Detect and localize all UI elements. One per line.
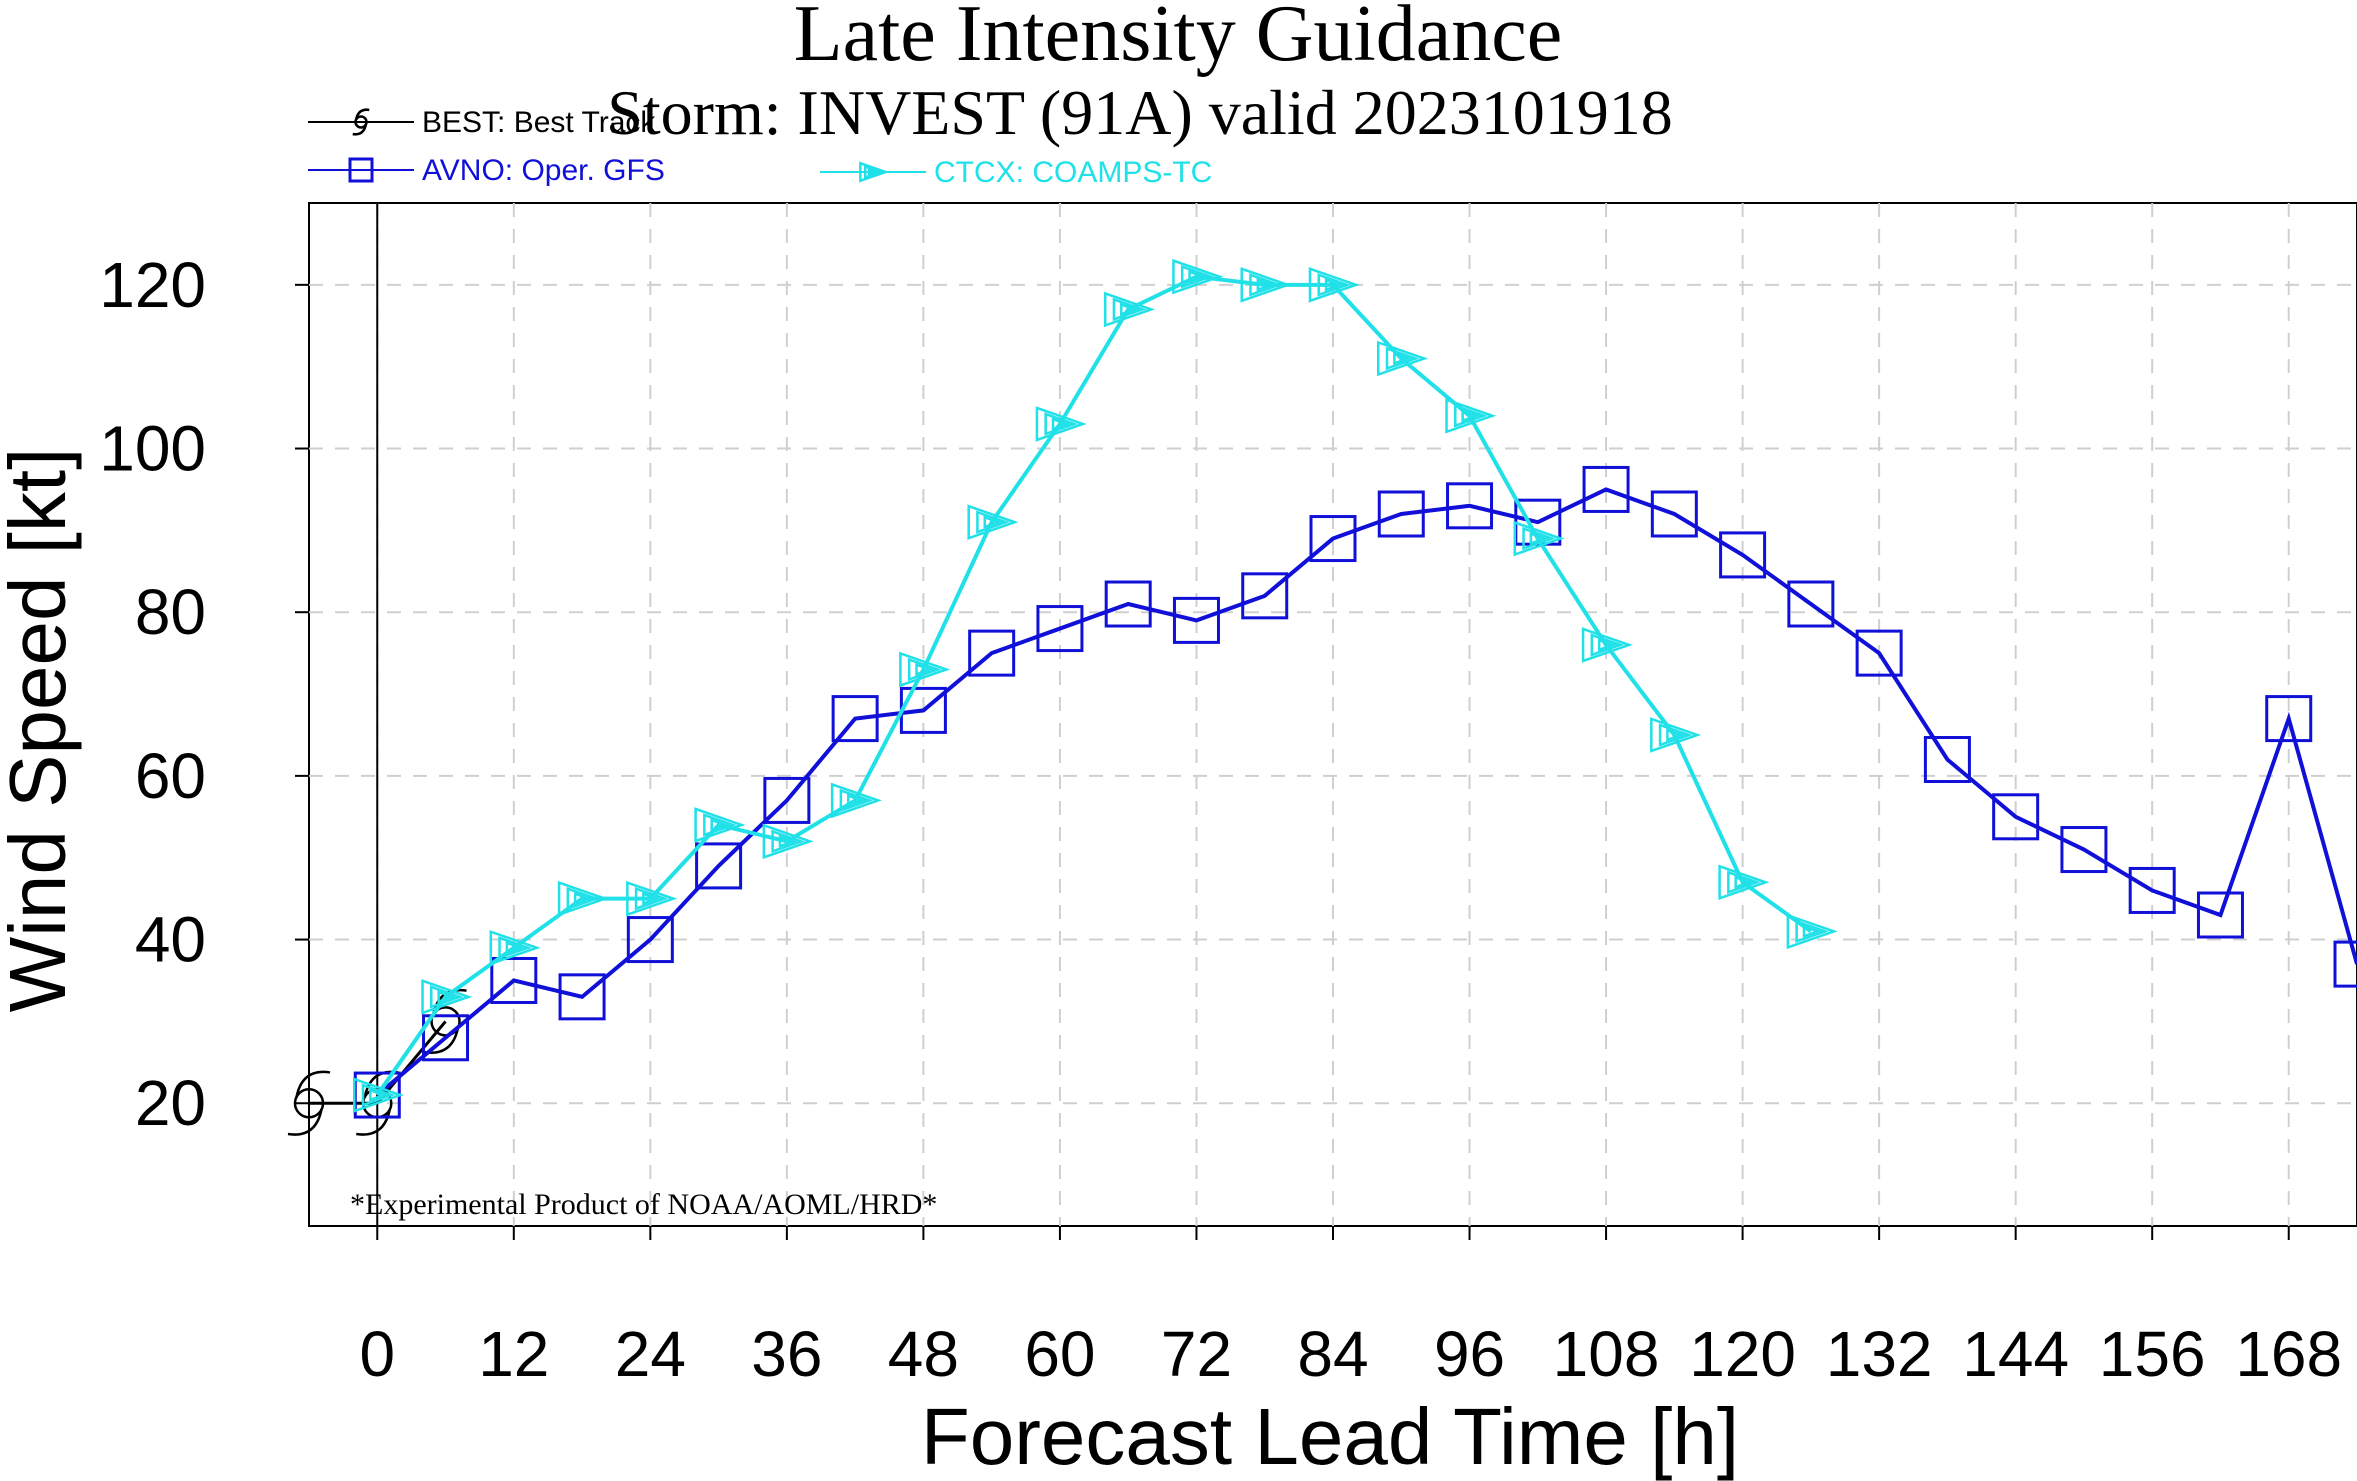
data-point [2128,866,2176,914]
x-tick-label: 144 [1962,1318,2069,1390]
data-point [348,157,374,183]
legend-entry: AVNO: Oper. GFS [308,154,665,187]
y-tick-label: 40 [135,904,206,976]
data-point [968,629,1016,677]
data-point [1172,258,1224,295]
data-point [1581,627,1633,663]
data-point [763,776,811,824]
x-tick-label: 108 [1553,1318,1660,1390]
y-tick-label: 20 [135,1067,206,1139]
data-point [1923,736,1971,784]
data-point [1308,267,1360,303]
data-point [1446,482,1494,530]
data-point [1377,490,1425,538]
series [353,465,2357,1119]
data-point [899,651,951,688]
x-tick-label: 0 [359,1318,395,1390]
data-point [1309,515,1357,563]
data-point [489,929,541,966]
data-point [558,973,606,1021]
data-point [1786,913,1838,950]
data-point [1787,580,1835,628]
data-point [830,782,882,819]
grid [309,203,2357,1226]
data-point [1855,629,1903,677]
data-point [1445,398,1497,434]
data-point [1718,864,1770,901]
x-tick-label: 60 [1024,1318,1095,1390]
x-tick-label: 132 [1826,1318,1933,1390]
legend-entry: BEST: Best Track [308,106,656,139]
data-point [352,108,370,136]
x-axis-label: Forecast Lead Time [h] [921,1392,1739,1481]
data-point [353,1077,405,1113]
data-point [1036,605,1084,653]
legend-label: AVNO: Oper. GFS [422,154,665,187]
y-tick-label: 100 [99,413,206,485]
data-point [695,842,743,890]
data-point [1240,267,1292,303]
data-point [1377,340,1429,377]
x-axis-ticks: 0 12 24 36 48 60 72 84 96 108 120 132 144 156 168 [359,1226,2342,1390]
chart-subtitle: Storm: INVEST (91A) valid 2023101918 [607,77,1672,148]
x-tick-label: 84 [1297,1318,1368,1390]
data-point [1650,490,1698,538]
data-point [1513,520,1565,557]
data-point [1172,596,1220,644]
data-point [557,880,609,917]
legend-entry: CTCX: COAMPS-TC [820,156,1212,189]
data-point [1241,572,1289,620]
legend-label: CTCX: COAMPS-TC [934,156,1212,189]
data-point [694,807,746,843]
x-tick-label: 168 [2235,1318,2342,1390]
data-point [626,916,674,964]
chart-title: Late Intensity Guidance [794,0,1563,78]
y-axis-label: Wind Speed [kt] [0,448,82,1013]
footnote: *Experimental Product of NOAA/AOML/HRD* [350,1188,937,1221]
x-tick-label: 36 [751,1318,822,1390]
data-point [626,880,678,917]
legend: BEST: Best Track AVNO: Oper. GFS CTCX: COA… [308,106,1212,189]
data-point [859,161,890,183]
series [353,258,1838,1113]
data-point [2060,826,2108,874]
x-tick-label: 120 [1689,1318,1796,1390]
series-line [375,274,1813,1097]
data-point [2196,891,2244,939]
x-tick-label: 156 [2099,1318,2206,1390]
data-point [1582,465,1630,513]
data-point [1103,291,1156,328]
data-point [1104,580,1152,628]
y-tick-label: 120 [99,249,206,321]
data-point [831,695,879,743]
y-tick-label: 60 [135,740,206,812]
data-point [1035,406,1087,442]
series-line [375,487,2357,1097]
x-tick-label: 72 [1161,1318,1232,1390]
y-tick-label: 80 [135,576,206,648]
data-point [762,823,814,860]
data-point [2333,940,2357,988]
data-point [421,979,473,1015]
data-point [1719,531,1767,579]
data-point [490,956,538,1004]
x-tick-label: 48 [888,1318,959,1390]
x-tick-label: 12 [478,1318,549,1390]
x-tick-label: 24 [615,1318,686,1390]
data-point [422,1014,470,1062]
series-layer [287,258,2357,1136]
legend-label: BEST: Best Track [422,106,656,139]
x-tick-label: 96 [1434,1318,1505,1390]
y-axis-ticks: 20 40 60 80 100 120 [99,249,309,1139]
data-point [2265,695,2313,743]
data-point [1992,793,2040,841]
data-point [967,504,1019,540]
data-point [1650,717,1702,753]
